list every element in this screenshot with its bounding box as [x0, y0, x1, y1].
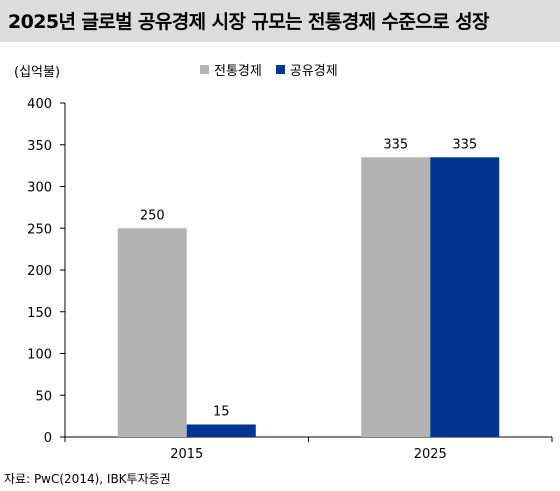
data-label: 335	[452, 137, 477, 152]
x-tick-label: 2015	[170, 447, 203, 462]
title-bar: 2025년 글로벌 공유경제 시장 규모는 전통경제 수준으로 성장	[0, 0, 560, 42]
y-tick-label: 50	[35, 389, 52, 404]
y-tick-label: 250	[27, 222, 52, 237]
legend: 전통경제 공유경제	[200, 60, 352, 79]
bar-traditional-2015	[117, 228, 187, 437]
y-tick-label: 0	[44, 431, 52, 446]
y-tick-label: 200	[27, 264, 52, 279]
y-tick-label: 400	[27, 97, 52, 112]
legend-swatch-sharing	[275, 65, 285, 74]
legend-item-sharing: 공유경제	[275, 60, 338, 79]
source-note: 자료: PwC(2014), IBK투자증권	[4, 472, 171, 486]
data-label: 335	[383, 137, 408, 152]
legend-label-traditional: 전통경제	[214, 64, 262, 79]
bar-traditional-2025	[361, 157, 431, 437]
y-tick-label: 350	[27, 139, 52, 154]
legend-item-traditional: 전통경제	[200, 60, 262, 79]
y-tick-label: 300	[27, 181, 52, 196]
bar-sharing-2015	[186, 424, 256, 437]
data-label: 15	[213, 404, 230, 419]
legend-swatch-traditional	[200, 65, 209, 74]
y-tick-label: 150	[27, 306, 52, 321]
x-tick-label: 2025	[414, 447, 447, 462]
y-tick-label: 100	[27, 348, 52, 363]
y-axis-unit-label: (십억불)	[14, 65, 61, 80]
bar-sharing-2025	[430, 157, 500, 437]
legend-label-sharing: 공유경제	[289, 64, 338, 79]
data-label: 250	[140, 208, 165, 223]
page-title: 2025년 글로벌 공유경제 시장 규모는 전통경제 수준으로 성장	[8, 11, 489, 33]
